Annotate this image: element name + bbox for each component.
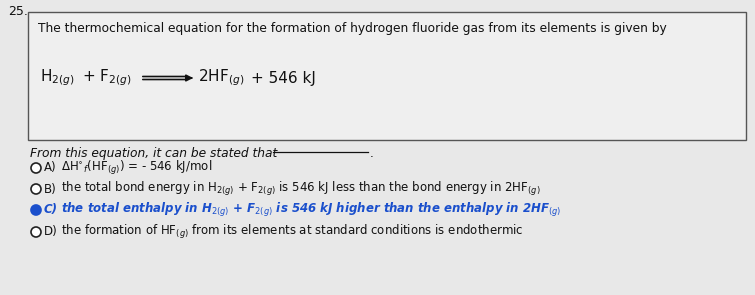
Text: .: . xyxy=(370,147,374,160)
Text: the total bond energy in H$_{2(g)}$ + F$_{2(g)}$ is 546 kJ less than the bond en: the total bond energy in H$_{2(g)}$ + F$… xyxy=(61,180,541,198)
Text: the formation of HF$_{(g)}$ from its elements at standard conditions is endother: the formation of HF$_{(g)}$ from its ele… xyxy=(61,223,524,241)
Text: A): A) xyxy=(44,161,57,175)
Circle shape xyxy=(31,163,41,173)
Text: C): C) xyxy=(44,204,58,217)
Bar xyxy=(28,12,746,140)
Text: D): D) xyxy=(44,225,57,238)
Circle shape xyxy=(31,184,41,194)
Text: $\Delta$H$^{\circ}$$_f$(HF$_{(g)}$) = - 546 kJ/mol: $\Delta$H$^{\circ}$$_f$(HF$_{(g)}$) = - … xyxy=(61,159,212,177)
Text: the total enthalpy in H$_{2(g)}$ + F$_{2(g)}$ is 546 kJ higher than the enthalpy: the total enthalpy in H$_{2(g)}$ + F$_{2… xyxy=(61,201,562,219)
Text: The thermochemical equation for the formation of hydrogen fluoride gas from its : The thermochemical equation for the form… xyxy=(38,22,667,35)
Text: + 546 kJ: + 546 kJ xyxy=(251,71,316,86)
Text: B): B) xyxy=(44,183,57,196)
Text: 25.: 25. xyxy=(8,5,28,18)
Circle shape xyxy=(31,227,41,237)
Text: + F$_{2(g)}$: + F$_{2(g)}$ xyxy=(82,68,131,88)
Text: 2HF$_{(g)}$: 2HF$_{(g)}$ xyxy=(198,68,245,88)
Text: H$_{2(g)}$: H$_{2(g)}$ xyxy=(40,68,75,88)
Circle shape xyxy=(31,205,41,215)
Text: From this equation, it can be stated that: From this equation, it can be stated tha… xyxy=(30,147,277,160)
